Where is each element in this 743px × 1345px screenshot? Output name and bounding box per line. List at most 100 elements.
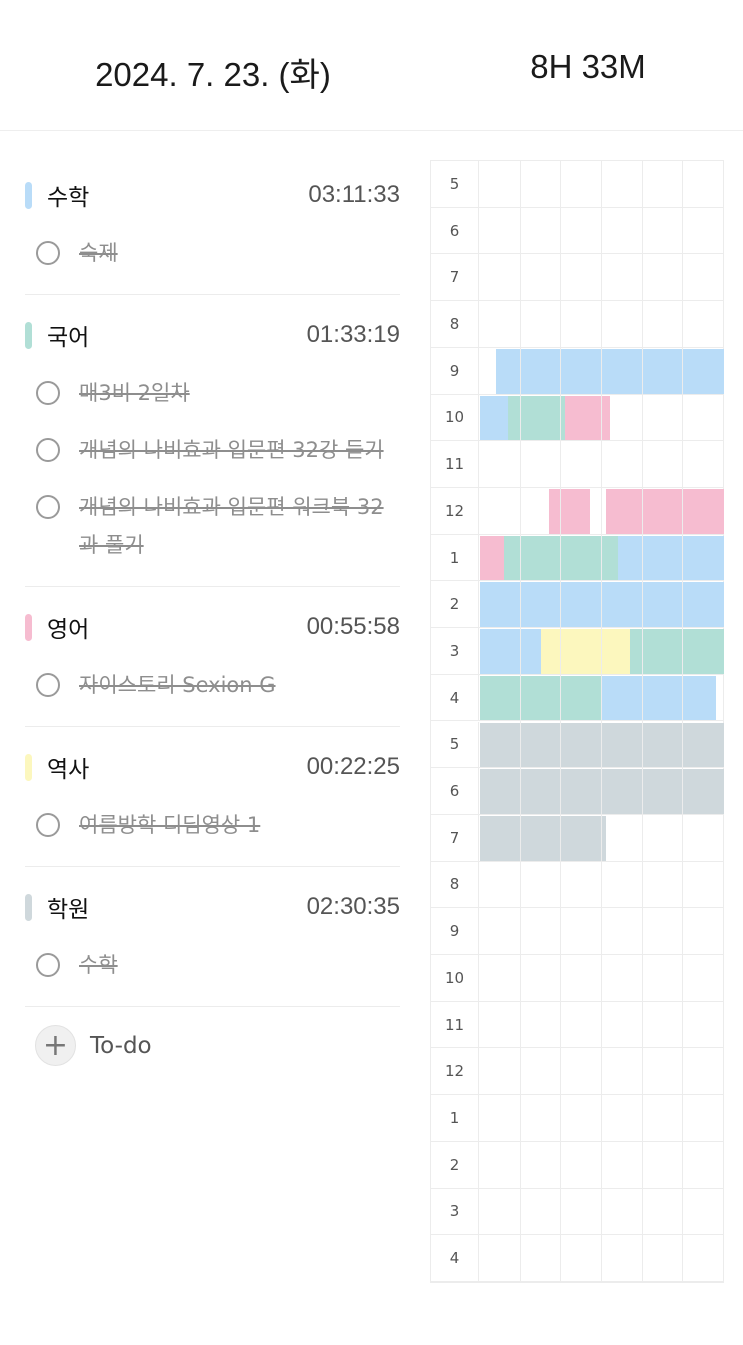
timetable-row: 6 (431, 768, 723, 815)
time-block (480, 629, 541, 674)
todo-text: 매3비 2일차 (79, 381, 190, 405)
hour-label: 11 (431, 441, 479, 487)
checkbox-circle-icon[interactable] (36, 673, 60, 697)
time-block (630, 629, 724, 674)
hour-label: 4 (431, 1235, 479, 1281)
checkbox-circle-icon[interactable] (36, 495, 60, 519)
todo-text: 숙제 (79, 241, 118, 265)
checkbox-circle-icon[interactable] (36, 813, 60, 837)
time-block (508, 395, 566, 441)
grid-line (641, 161, 643, 1282)
hour-label: 8 (431, 301, 479, 347)
subject-header[interactable]: 영어 00:55:58 (25, 607, 400, 647)
time-block (496, 348, 724, 394)
timetable-row: 6 (431, 207, 723, 255)
todo-item[interactable]: 수학 (25, 946, 400, 984)
hour-label: 4 (431, 674, 479, 721)
timetable-row: 4 (431, 1235, 723, 1282)
time-block (480, 722, 724, 768)
timetable-row: 5 (431, 721, 723, 769)
hour-label: 5 (431, 161, 479, 207)
hour-label: 1 (431, 1095, 479, 1141)
checkbox-circle-icon[interactable] (36, 953, 60, 977)
timetable-row: 4 (431, 674, 723, 722)
hour-label: 2 (431, 581, 479, 628)
todo-item[interactable]: 숙제 (25, 234, 400, 272)
time-block (602, 675, 716, 721)
grid-line (601, 161, 602, 1282)
hour-label: 2 (431, 1141, 479, 1188)
subject-color-bar (25, 321, 32, 349)
checkbox-circle-icon[interactable] (36, 438, 60, 462)
time-block (480, 769, 724, 814)
subject-section: 역사 00:22:25 여름방학 디딤영상 1 (25, 727, 400, 867)
todo-text: 수학 (79, 953, 118, 977)
hour-label: 10 (431, 955, 479, 1001)
timetable-row: 1 (431, 1095, 723, 1142)
time-block (480, 675, 602, 721)
timetable-row: 11 (431, 1001, 723, 1049)
subject-header[interactable]: 학원 02:30:35 (25, 887, 400, 927)
subject-time: 02:30:35 (306, 893, 400, 920)
subject-header[interactable]: 역사 00:22:25 (25, 747, 400, 787)
timetable-row: 1 (431, 534, 723, 582)
hour-label: 3 (431, 628, 479, 674)
timetable-row: 12 (431, 487, 723, 535)
total-study-time: 8H 33M (530, 48, 646, 85)
subject-name: 역사 (47, 757, 90, 783)
todo-item[interactable]: 자이스토리 Sexion G (25, 666, 400, 704)
timetable-row: 2 (431, 581, 723, 629)
subject-name: 국어 (47, 325, 90, 351)
todo-item[interactable]: 여름방학 디딤영상 1 (25, 806, 400, 844)
todo-text: 개념의 나비효과 입문편 워크북 32과 풀기 (79, 495, 384, 557)
subject-color-bar (25, 181, 32, 209)
todo-item[interactable]: 개념의 나비효과 입문편 32강 듣기 (25, 431, 400, 469)
plus-icon[interactable]: + (35, 1025, 76, 1066)
todo-item[interactable]: 매3비 2일차 (25, 374, 400, 412)
hour-label: 9 (431, 347, 479, 394)
timetable-grid: 5 6 7 8 9 10 11 12 1 2 3 4 5 6 7 8 9 10 11 12 1 2 3 4 (430, 160, 724, 1283)
time-block (618, 535, 724, 581)
timetable-row: 11 (431, 441, 723, 488)
checkbox-circle-icon[interactable] (36, 381, 60, 405)
time-block (541, 629, 631, 674)
hour-label: 8 (431, 861, 479, 908)
header: 2024. 7. 23. (화) 8H 33M (0, 0, 743, 131)
subject-list: 수학 03:11:33 숙제 국어 01:33:19 매3비 2일차 개념의 나… (25, 155, 400, 1066)
subject-time: 00:55:58 (306, 613, 400, 640)
timetable-row: 12 (431, 1048, 723, 1096)
time-block (480, 582, 724, 628)
time-block (480, 535, 505, 581)
timetable-row: 2 (431, 1141, 723, 1189)
hour-label: 7 (431, 814, 479, 861)
timetable-row: 10 (431, 955, 723, 1002)
hour-label: 3 (431, 1188, 479, 1235)
hour-label: 7 (431, 254, 479, 301)
subject-section: 영어 00:55:58 자이스토리 Sexion G (25, 587, 400, 727)
hour-label: 6 (431, 207, 479, 254)
timetable-row: 7 (431, 814, 723, 862)
subject-color-bar (25, 753, 32, 781)
todo-text: 여름방학 디딤영상 1 (79, 813, 261, 837)
grid-line (682, 161, 684, 1282)
subject-header[interactable]: 수학 03:11:33 (25, 175, 400, 215)
hour-label: 1 (431, 534, 479, 581)
subject-name: 수학 (47, 185, 90, 211)
todo-text: 개념의 나비효과 입문편 32강 듣기 (79, 438, 384, 462)
date-title[interactable]: 2024. 7. 23. (화) (95, 56, 331, 93)
timetable-row: 3 (431, 628, 723, 675)
add-todo-label: To-do (90, 1032, 152, 1059)
subject-time: 00:22:25 (306, 753, 400, 780)
subject-header[interactable]: 국어 01:33:19 (25, 315, 400, 355)
add-todo-button[interactable]: + To-do (25, 1025, 400, 1066)
hour-label: 11 (431, 1001, 479, 1048)
timetable-row: 9 (431, 347, 723, 395)
checkbox-circle-icon[interactable] (36, 241, 60, 265)
grid-line (560, 161, 562, 1282)
subject-name: 영어 (47, 617, 90, 643)
time-block (606, 488, 724, 534)
subject-section: 국어 01:33:19 매3비 2일차 개념의 나비효과 입문편 32강 듣기 … (25, 295, 400, 587)
timetable-row: 8 (431, 301, 723, 348)
time-block (565, 395, 611, 441)
todo-item[interactable]: 개념의 나비효과 입문편 워크북 32과 풀기 (25, 488, 400, 564)
